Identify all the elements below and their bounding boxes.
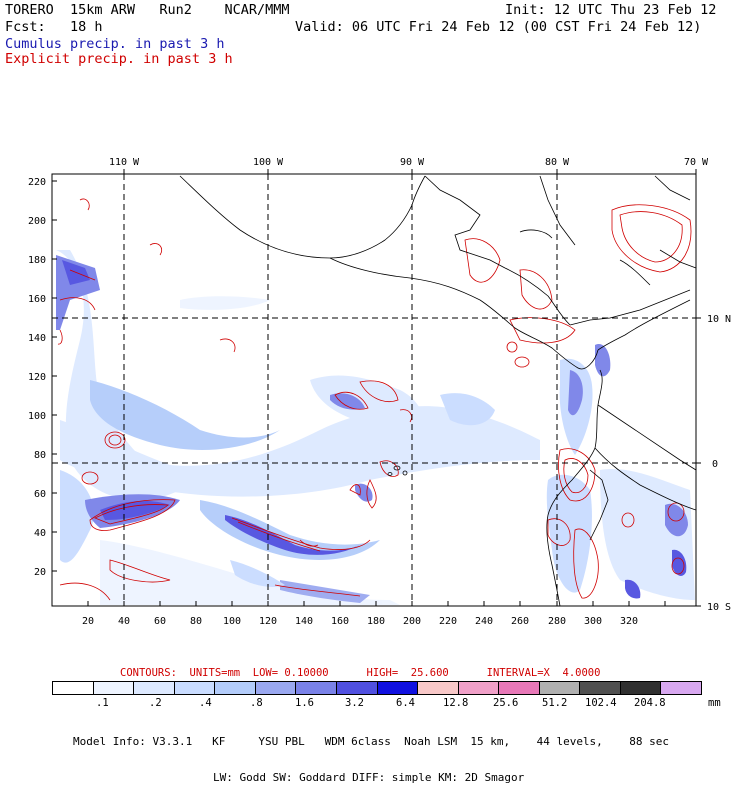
legend-label: 1.6: [295, 697, 314, 709]
x-tick-label: 180: [367, 616, 385, 627]
model-info: Model Info: V3.3.1 KF YSU PBL WDM 6class…: [73, 712, 669, 796]
forecast-hour: Fcst: 18 h: [5, 19, 103, 35]
x-tick-label: 100: [223, 616, 241, 627]
cumulus-precip-shading: [56, 250, 695, 605]
field-cumulus-label: Cumulus precip. in past 3 h: [5, 36, 225, 52]
lat-label-10s: 10 S: [707, 602, 731, 613]
x-tick-label: 80: [190, 616, 202, 627]
y-tick-label: 180: [28, 255, 46, 266]
lon-label-110w: 110 W: [109, 157, 140, 168]
legend-label: .4: [199, 697, 212, 709]
x-tick-label: 40: [118, 616, 130, 627]
legend-swatch: [336, 682, 378, 694]
x-tick-label: 20: [82, 616, 94, 627]
explicit-precip-contours: [57, 198, 692, 601]
field-explicit-label: Explicit precip. in past 3 h: [5, 51, 233, 67]
y-tick-label: 160: [28, 294, 46, 305]
x-tick-label: 220: [439, 616, 457, 627]
y-ticks: [52, 180, 57, 572]
legend-label: 6.4: [396, 697, 415, 709]
legend-swatch: [174, 682, 216, 694]
legend-swatch: [53, 682, 94, 694]
coastlines: [179, 175, 697, 607]
legend-label: 12.8: [443, 697, 469, 709]
color-legend-bar: [52, 681, 702, 695]
lat-label-10n: 10 N: [707, 314, 731, 325]
legend-swatch: [661, 682, 701, 694]
legend-swatch: [539, 682, 581, 694]
legend-swatch: [215, 682, 256, 694]
y-tick-label: 140: [28, 333, 46, 344]
y-tick-label: 200: [28, 216, 46, 227]
legend-swatch: [458, 682, 500, 694]
legend-label: 204.8: [634, 697, 666, 709]
y-tick-label: 40: [34, 528, 46, 539]
x-tick-label: 300: [584, 616, 602, 627]
contours-info: CONTOURS: UNITS=mm LOW= 0.10000 HIGH= 25…: [120, 667, 601, 679]
x-tick-label: 200: [403, 616, 421, 627]
x-tick-label: 60: [154, 616, 166, 627]
legend-label: 25.6: [493, 697, 519, 709]
x-tick-label: 320: [620, 616, 638, 627]
y-tick-label: 220: [28, 177, 46, 188]
lon-label-70w: 70 W: [684, 157, 709, 168]
legend-swatch: [255, 682, 297, 694]
y-tick-label: 100: [28, 411, 46, 422]
legend-swatch: [134, 682, 175, 694]
lon-label-90w: 90 W: [400, 157, 425, 168]
lon-label-100w: 100 W: [253, 157, 284, 168]
x-tick-label: 120: [259, 616, 277, 627]
legend-swatch: [418, 682, 459, 694]
x-tick-label: 260: [511, 616, 529, 627]
legend-swatch: [580, 682, 621, 694]
y-tick-label: 80: [34, 450, 46, 461]
legend-swatch: [93, 682, 135, 694]
model-info-line1: Model Info: V3.3.1 KF YSU PBL WDM 6class…: [73, 735, 670, 748]
lat-lon-grid: [52, 174, 696, 606]
y-tick-label: 20: [34, 567, 46, 578]
x-tick-label: 160: [331, 616, 349, 627]
legend-label: 3.2: [345, 697, 364, 709]
legend-label: .2: [149, 697, 162, 709]
legend-label: 51.2: [542, 697, 568, 709]
x-tick-label: 280: [548, 616, 566, 627]
model-title: TORERO 15km ARW Run2 NCAR/MMM: [5, 2, 290, 18]
x-ticks: [87, 169, 701, 607]
y-tick-label: 60: [34, 489, 46, 500]
init-time: Init: 12 UTC Thu 23 Feb 12: [505, 2, 717, 18]
legend-label: .1: [96, 697, 109, 709]
x-tick-label: 140: [295, 616, 313, 627]
legend-label: .8: [250, 697, 263, 709]
lon-label-80w: 80 W: [545, 157, 570, 168]
model-info-line2: LW: Godd SW: Goddard DIFF: simple KM: 2D…: [213, 771, 525, 784]
legend-swatch: [296, 682, 337, 694]
legend-swatch: [377, 682, 419, 694]
legend-unit: mm: [708, 697, 721, 709]
legend-label: 102.4: [585, 697, 617, 709]
precipitation-map: 110 W 100 W 90 W 80 W 70 W 10 N 0 10 S 2…: [28, 157, 731, 627]
lat-label-0: 0: [712, 459, 718, 470]
legend-swatch: [620, 682, 662, 694]
legend-swatch: [499, 682, 540, 694]
x-tick-label: 240: [475, 616, 493, 627]
valid-time: Valid: 06 UTC Fri 24 Feb 12 (00 CST Fri …: [295, 19, 702, 35]
y-tick-label: 120: [28, 372, 46, 383]
